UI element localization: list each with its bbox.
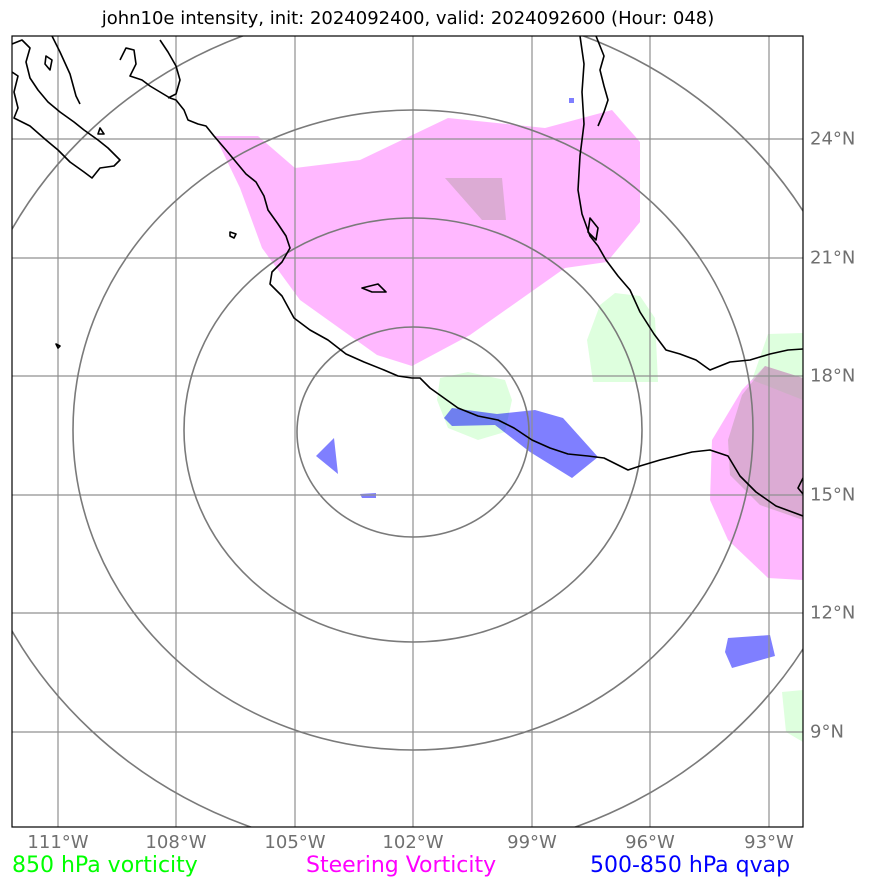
- overlap-area: [445, 178, 506, 220]
- latitude-label: 9°N: [810, 721, 844, 743]
- latitude-label: 12°N: [810, 602, 856, 624]
- longitude-label: 102°W: [382, 832, 444, 853]
- graticule: [12, 36, 803, 827]
- latitude-label: 24°N: [810, 128, 856, 150]
- qvap-area: [725, 635, 775, 668]
- vorticity-850-area: [437, 372, 512, 440]
- longitude-label: 105°W: [264, 832, 326, 853]
- vorticity-850-area: [782, 690, 803, 742]
- latitude-label: 15°N: [810, 484, 856, 506]
- range-ring: [72, 109, 754, 751]
- map-title: john10e intensity, init: 2024092400, val…: [101, 8, 715, 29]
- qvap-area: [316, 438, 338, 474]
- vorticity-850-area: [587, 293, 658, 382]
- legend-vorticity-850: 850 hPa vorticity: [12, 853, 198, 878]
- steering-vorticity-area: [215, 110, 640, 366]
- latitude-label: 21°N: [810, 247, 856, 269]
- longitude-label: 111°W: [27, 832, 89, 853]
- legend-qvap: 500-850 hPa qvap: [590, 853, 791, 878]
- range-ring: [183, 217, 643, 643]
- overlap-area: [728, 366, 803, 520]
- range-ring: [296, 326, 530, 538]
- longitude-label: 93°W: [744, 832, 794, 853]
- legend-steering-vorticity: Steering Vorticity: [306, 853, 497, 878]
- map-frame: [11, 35, 804, 828]
- longitude-label: 99°W: [507, 832, 557, 853]
- latitude-label: 18°N: [810, 365, 856, 387]
- longitude-label: 96°W: [625, 832, 675, 853]
- range-rings: [12, 36, 803, 827]
- qvap-area: [444, 408, 598, 478]
- qvap-area: [569, 98, 574, 103]
- coastline: [12, 36, 803, 517]
- longitude-label: 108°W: [145, 832, 207, 853]
